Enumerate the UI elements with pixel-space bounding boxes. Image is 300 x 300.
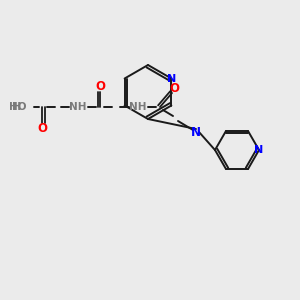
Text: N: N: [167, 74, 176, 83]
Text: NH: NH: [69, 102, 87, 112]
Text: N: N: [254, 145, 264, 155]
Text: O: O: [169, 82, 179, 95]
Text: O: O: [95, 80, 105, 94]
Text: N: N: [191, 125, 201, 139]
Text: NH: NH: [129, 102, 147, 112]
Text: HO: HO: [8, 102, 26, 112]
Text: H: H: [12, 102, 22, 112]
Text: O: O: [37, 122, 47, 134]
